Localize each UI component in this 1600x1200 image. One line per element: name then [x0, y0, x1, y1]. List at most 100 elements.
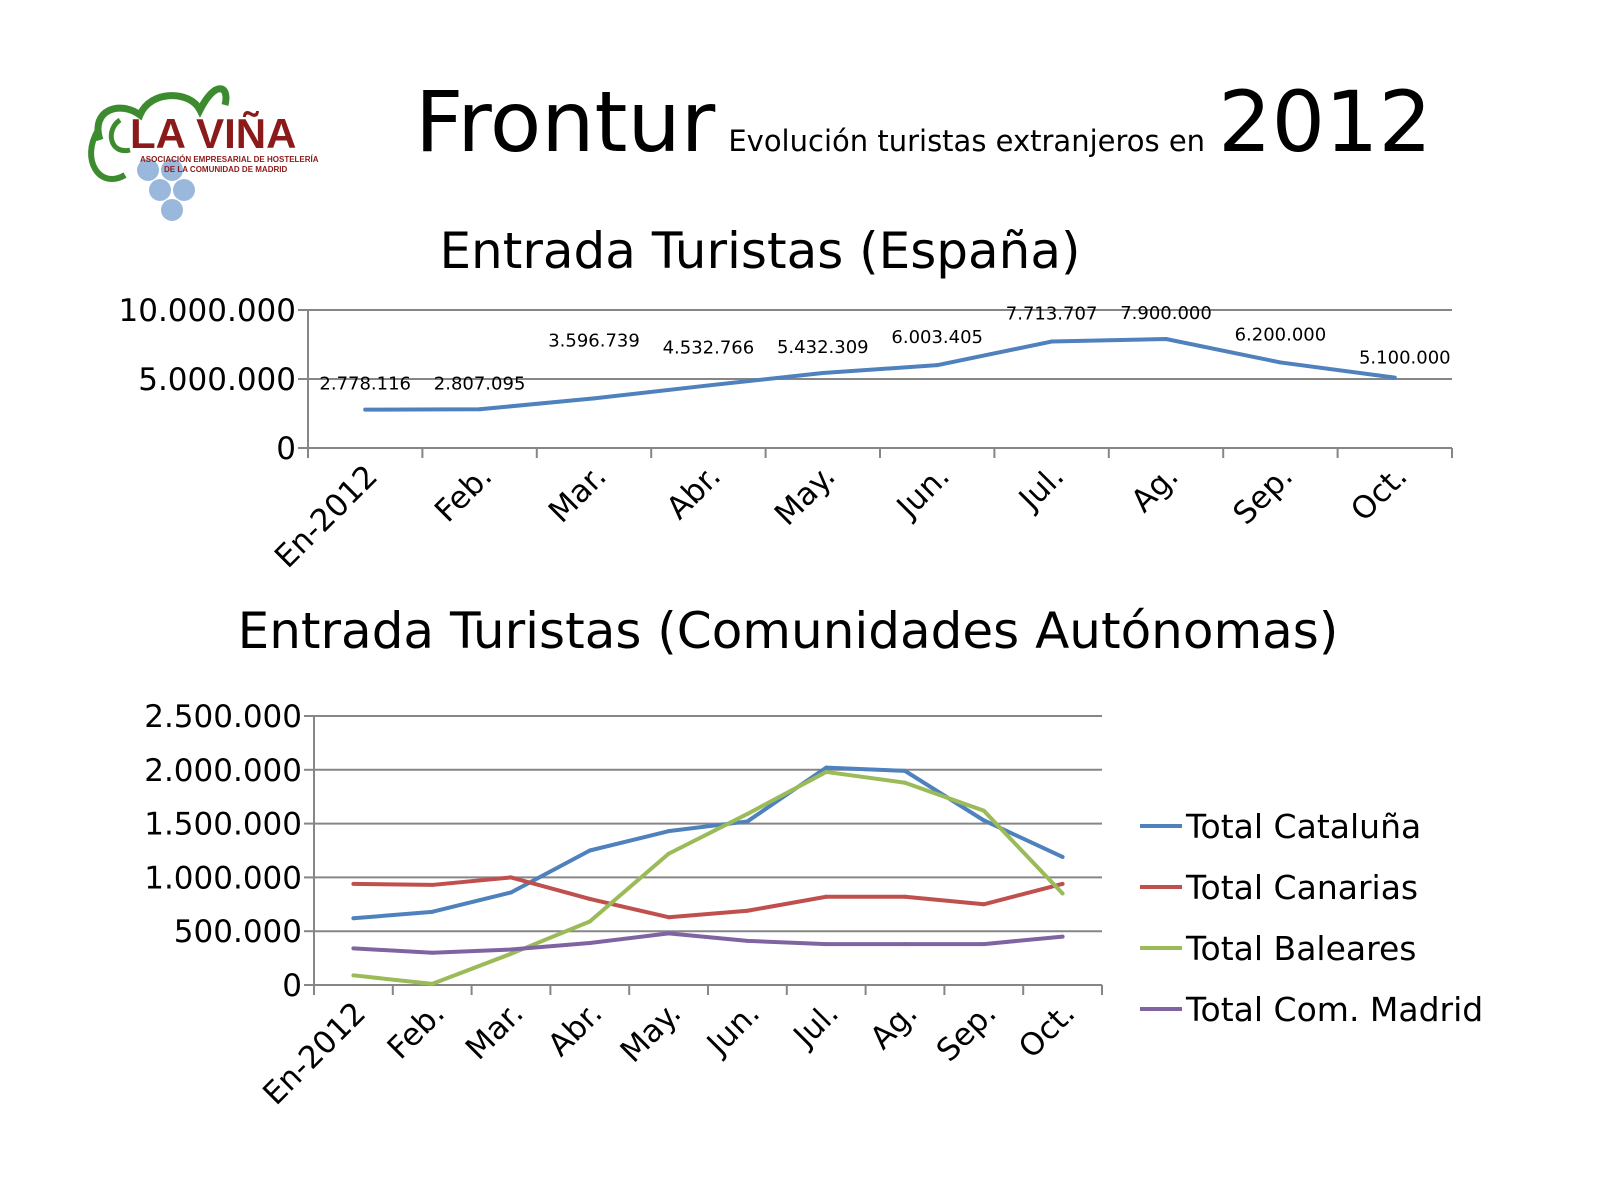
chart-communities-data-point	[903, 894, 907, 899]
chart-communities-data-point	[351, 881, 356, 886]
chart-communities-y-tick-label: 2.000.000	[144, 753, 302, 789]
chart-communities-data-point	[824, 894, 829, 899]
chart-communities-data-point	[1060, 854, 1065, 859]
chart-communities-x-tick-label: Mar.	[459, 995, 531, 1067]
chart-communities-data-point	[587, 848, 592, 853]
chart-communities-series-line	[353, 765, 1064, 921]
chart-spain-data-point	[1392, 375, 1397, 380]
chart-spain-data-point	[592, 396, 596, 401]
chart-communities-x-tick-label: Jul.	[786, 995, 846, 1055]
chart-communities-title: Entrada Turistas (Comunidades Autónomas)	[238, 602, 1339, 660]
chart-communities-data-point	[509, 875, 513, 880]
chart-communities-legend-label: Total Canarias	[1185, 868, 1418, 907]
chart-communities-y-tick-label: 0	[282, 968, 302, 1004]
chart-communities-data-point	[509, 890, 513, 895]
chart-communities-x-tick-label: May.	[614, 995, 689, 1070]
chart-communities-data-point	[824, 765, 829, 770]
chart-spain-series-line	[365, 336, 1396, 412]
chart-spain-x-tick-label: Jun.	[889, 458, 957, 526]
chart-spain-data-label: 6.003.405	[891, 327, 983, 348]
chart-spain-x-tick-label: Ag.	[1124, 458, 1185, 519]
chart-communities-y-tick-label: 500.000	[174, 914, 302, 950]
chart-communities-data-point	[509, 947, 513, 952]
logo-name: LA VIÑA	[130, 110, 296, 157]
chart-spain-data-label: 7.713.707	[1006, 304, 1098, 325]
chart-communities-data-point	[903, 780, 907, 785]
chart-communities-x-tick-label: Feb.	[381, 995, 452, 1066]
chart-communities-legend-label: Total Cataluña	[1185, 807, 1421, 846]
grape-vine-icon	[88, 85, 230, 221]
logo-line2: DE LA COMUNIDAD DE MADRID	[164, 165, 287, 174]
chart-spain-data-label: 2.807.095	[434, 373, 526, 394]
chart-spain-y-tick-label: 0	[276, 431, 296, 467]
chart-communities-data-point	[903, 768, 907, 773]
chart-communities-x-tick-label: Jun.	[699, 995, 767, 1063]
logo: LA VIÑA ASOCIACIÓN EMPRESARIAL DE HOSTEL…	[88, 85, 319, 221]
chart-spain-data-point	[706, 383, 711, 388]
chart-communities-data-point	[430, 909, 435, 914]
chart-communities-data-point	[745, 938, 750, 943]
header-year: 2012	[1218, 73, 1432, 171]
chart-spain-data-label: 5.432.309	[777, 337, 869, 358]
chart-communities-data-point	[666, 931, 671, 936]
chart-spain-data-point	[1278, 360, 1283, 365]
chart-spain-data-point	[935, 363, 940, 368]
chart-communities-x-tick-label: Sep.	[930, 995, 1004, 1069]
chart-communities-data-point	[1060, 934, 1065, 939]
chart-communities-data-point	[666, 851, 671, 856]
chart-communities-data-point	[981, 808, 986, 813]
chart-communities-data-point	[824, 942, 829, 947]
chart-spain-x-tick-label: Abr.	[660, 458, 728, 526]
chart-spain-x-tick-label: Feb.	[428, 458, 499, 529]
chart-communities-data-point	[824, 769, 829, 774]
chart-communities-data-point	[666, 915, 671, 920]
chart-spain-x-tick-label: Jul.	[1011, 458, 1071, 518]
chart-spain-y-tick-label: 5.000.000	[138, 362, 296, 398]
logo-line1: ASOCIACIÓN EMPRESARIAL DE HOSTELERÍA	[140, 155, 319, 164]
chart-spain-x-tick-label: Mar.	[542, 458, 614, 530]
chart-communities-series-line	[353, 931, 1063, 955]
chart-communities-data-point	[745, 908, 750, 913]
chart-spain-y-tick-label: 10.000.000	[119, 293, 297, 329]
chart-communities-series-line	[353, 769, 1065, 986]
chart-communities-data-point	[587, 896, 592, 901]
chart-communities-legend-label: Total Baleares	[1185, 929, 1416, 968]
chart-spain-data-point	[1164, 336, 1168, 341]
chart-spain-x-tick-label: Sep.	[1226, 458, 1300, 532]
chart-communities-data-point	[745, 819, 750, 824]
chart-spain-x-tick-label: May.	[768, 458, 843, 533]
chart-communities-data-point	[903, 942, 907, 947]
chart-communities-data-point	[351, 946, 356, 951]
chart-communities-y-tick-label: 2.500.000	[144, 699, 302, 735]
chart-communities-data-point	[430, 882, 435, 887]
page-header: Frontur Evolución turistas extranjeros e…	[415, 72, 1575, 172]
chart-communities-data-point	[351, 973, 356, 978]
chart-communities-data-point	[981, 942, 986, 947]
chart-communities-data-point	[981, 902, 986, 907]
chart-spain-data-label: 3.596.739	[548, 330, 640, 351]
chart-communities-data-point	[430, 981, 435, 986]
chart-spain-data-label: 6.200.000	[1235, 324, 1327, 345]
chart-communities-data-point	[351, 916, 356, 921]
chart-communities-x-tick-label: Oct.	[1012, 995, 1082, 1065]
chart-communities-legend-label: Total Com. Madrid	[1185, 990, 1483, 1029]
header-title: Frontur	[415, 73, 716, 171]
chart-communities-data-point	[1060, 881, 1065, 886]
chart-communities-data-point	[430, 950, 435, 955]
chart-communities-data-point	[666, 829, 671, 834]
chart-communities-data-point	[981, 818, 986, 823]
chart-communities-y-tick-label: 1.500.000	[144, 807, 302, 843]
chart-communities-data-point	[1060, 891, 1065, 896]
chart-communities-data-point	[587, 919, 592, 924]
chart-communities-series-line	[353, 875, 1064, 920]
chart-spain-x-tick-label: En-2012	[268, 458, 385, 575]
chart-spain-data-label: 7.900.000	[1120, 303, 1212, 324]
chart-spain-data-point	[1049, 339, 1054, 344]
chart-communities-x-tick-label: Ag.	[863, 995, 924, 1056]
chart-spain-x-tick-label: Oct.	[1344, 458, 1414, 528]
header-subtitle: Evolución turistas extranjeros en	[728, 124, 1206, 158]
chart-spain-title: Entrada Turistas (España)	[439, 222, 1080, 280]
chart-communities-x-tick-label: Abr.	[541, 995, 609, 1063]
chart-spain-data-point	[820, 371, 825, 376]
chart-communities-data-point	[745, 811, 750, 816]
